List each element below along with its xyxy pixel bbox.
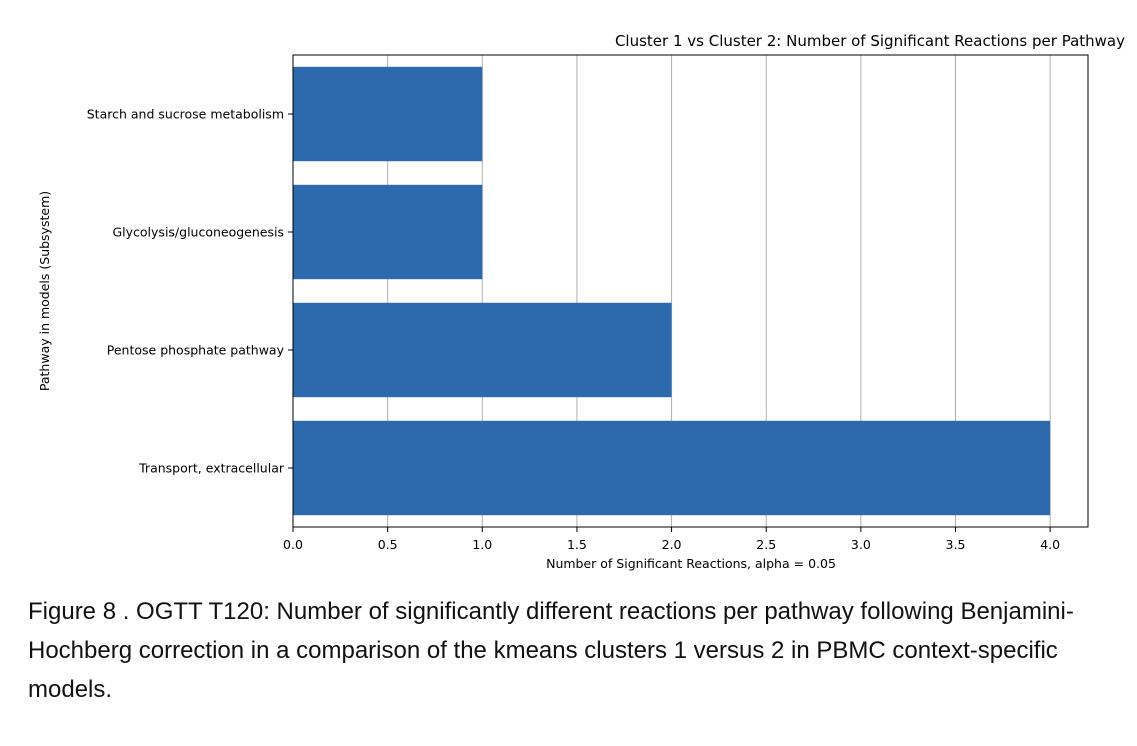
y-tick-label: Glycolysis/gluconeogenesis [112,225,284,240]
x-tick-label: 2.5 [756,537,776,552]
x-tick-label: 4.0 [1040,537,1060,552]
bar [293,302,672,398]
y-axis-label: Pathway in models (Subsystem) [37,191,52,391]
tick-layer: 0.0 0.5 1.0 1.5 2.0 2.5 3.0 3.5 4.0 Starch and su… [87,107,1060,553]
bar [293,184,483,280]
bar-layer [293,66,1051,516]
x-axis-label: Number of Significant Reactions, alpha =… [546,556,836,571]
y-tick-label: Pentose phosphate pathway [107,343,285,358]
figure-caption: Figure 8 . OGTT T120: Number of signific… [28,598,1074,703]
x-tick-label: 0.0 [283,537,303,552]
y-tick-label: Starch and sucrose metabolism [87,107,284,122]
x-tick-label: 1.0 [472,537,492,552]
bar [293,66,483,162]
bar-chart: 0.0 0.5 1.0 1.5 2.0 2.5 3.0 3.5 4.0 Starch and su… [37,32,1125,571]
x-tick-label: 0.5 [378,537,398,552]
x-tick-label: 2.0 [662,537,682,552]
plot-frame [292,54,1089,528]
x-tick-label: 3.5 [946,537,966,552]
y-tick-label: Transport, extracellular [138,461,285,476]
bar [293,420,1051,516]
x-tick-label: 3.0 [851,537,871,552]
chart-title: Cluster 1 vs Cluster 2: Number of Signif… [615,32,1125,50]
x-tick-label: 1.5 [567,537,587,552]
